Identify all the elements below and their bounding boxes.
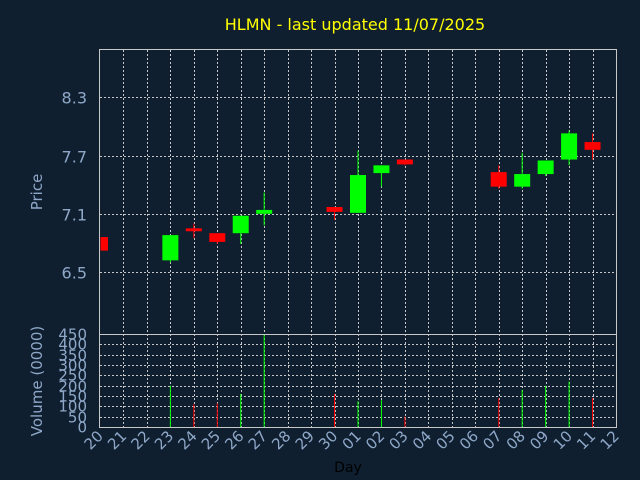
x-tick-label: 11 — [573, 427, 599, 453]
candle — [209, 233, 226, 244]
candle-body — [537, 160, 554, 175]
x-tick-label: 27 — [245, 427, 271, 453]
volume-tick-label: 100 — [58, 398, 87, 416]
x-tick-label: 08 — [503, 427, 529, 453]
volume-tick-label: 350 — [58, 347, 87, 365]
candle — [514, 152, 531, 189]
candle — [373, 165, 390, 187]
candle-body — [584, 142, 601, 150]
x-tick-label: 22 — [128, 427, 154, 453]
x-tick-label: 28 — [268, 427, 294, 453]
candle-body — [373, 165, 390, 174]
x-tick-label: 29 — [292, 427, 318, 453]
volume-tick-label: 400 — [58, 336, 87, 354]
candle — [185, 223, 202, 239]
candle — [350, 150, 366, 213]
x-tick-label: 30 — [315, 427, 341, 453]
x-tick-label: 25 — [198, 427, 224, 453]
volume-bars — [169, 334, 594, 427]
y-axis-label: Price — [28, 174, 46, 211]
candle-body — [185, 228, 202, 232]
chart-title: HLMN - last updated 11/07/2025 — [225, 15, 485, 34]
candle-body — [350, 175, 366, 213]
volume-tick-label: 300 — [58, 357, 87, 375]
volume-tick-label: 150 — [58, 388, 87, 406]
x-tick-label: 09 — [526, 427, 552, 453]
x-axis-label: Day — [334, 460, 362, 476]
candle — [232, 215, 249, 244]
candles — [99, 130, 601, 263]
x-tick-label: 06 — [456, 427, 482, 453]
x-tick-label: 03 — [386, 427, 412, 453]
volume-axis-label: Volume (0000) — [28, 326, 46, 436]
candle-body — [162, 235, 179, 261]
x-tick-label: 26 — [221, 427, 247, 453]
candle — [396, 159, 413, 166]
x-tick-label: 02 — [362, 427, 388, 453]
x-tick-label: 12 — [597, 427, 623, 453]
volume-tick-label: 450 — [58, 326, 87, 344]
volume-tick-label: 200 — [58, 378, 87, 396]
y-tick-label: 7.1 — [62, 206, 87, 225]
y-tick-label: 8.3 — [62, 89, 87, 108]
y-tick-label: 7.7 — [62, 148, 87, 167]
candle — [162, 235, 179, 263]
candle — [99, 237, 108, 251]
candle-body — [232, 215, 249, 234]
volume-tick-label: 0 — [77, 419, 87, 437]
candle-body — [514, 174, 531, 187]
volume-tick-label: 250 — [58, 367, 87, 385]
candle — [326, 207, 343, 220]
x-tick-label: 24 — [174, 427, 200, 453]
candle-body — [256, 209, 273, 214]
y-tick-label: 6.5 — [62, 264, 87, 283]
x-tick-label: 05 — [432, 427, 458, 453]
x-tick-label: 01 — [339, 427, 365, 453]
x-tick-label: 10 — [550, 427, 576, 453]
candle — [537, 160, 554, 177]
x-tick-label: 23 — [151, 427, 177, 453]
candle-body — [101, 237, 108, 251]
candle — [584, 133, 601, 160]
candle-body — [326, 207, 343, 212]
candle-body — [490, 172, 507, 187]
candle — [490, 165, 507, 189]
volume-panel-frame — [99, 334, 617, 428]
x-tick-label: 07 — [479, 427, 505, 453]
candle-body — [209, 233, 226, 242]
candle-body — [396, 159, 413, 165]
axis-labels: 6.57.17.78.30501001502002503003504004502… — [58, 89, 622, 454]
volume-tick-label: 50 — [68, 409, 87, 427]
x-tick-label: 21 — [104, 427, 130, 453]
candle — [561, 130, 578, 166]
candle — [256, 192, 273, 226]
grid — [100, 50, 616, 427]
candle-body — [561, 133, 578, 160]
x-tick-label: 04 — [409, 427, 435, 453]
